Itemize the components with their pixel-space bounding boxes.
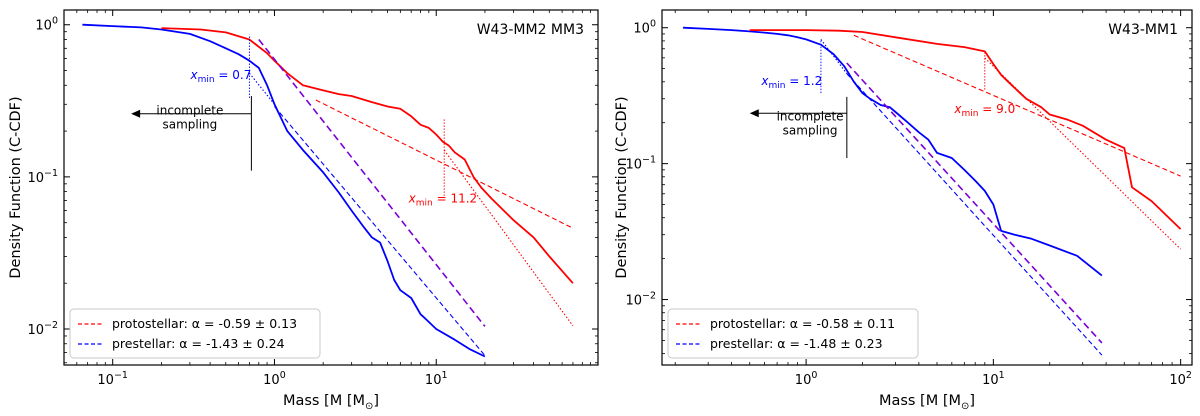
y-tick-base: 10 [27,171,44,186]
series-protostellar [749,29,1182,230]
series-protostellar-power-law-fit [853,34,1181,177]
x-tick-label: 102 [1169,370,1192,388]
annotation-incomplete-line1: incomplete [156,103,223,117]
y-tick-exponent: 0 [52,16,58,27]
y-tick-base: 10 [625,158,642,173]
series-protostellar-fit-extension [984,57,1181,250]
y-tick-base: 10 [35,19,52,34]
annotation-xmin: xmin = 1.2 [760,74,822,91]
panel-title: W43-MM1 [1108,22,1178,38]
legend-box [667,308,919,359]
y-axis-label: Density Function (C-CDF) [8,96,24,278]
legend-label: protostellar: α = -0.58 ± 0.11 [710,316,895,331]
annotation-incomplete-line1: incomplete [777,110,844,124]
series-group [682,26,1182,356]
x-tick-exponent: 1 [999,370,1005,381]
y-tick-label: 10−2 [625,291,656,309]
x-tick-base: 10 [97,373,114,388]
annotation-incomplete-line2: sampling [783,124,838,138]
series-prestellar [82,23,486,358]
series-prestellar-power-law-fit [274,106,486,356]
x-tick-base: 10 [263,373,280,388]
y-tick-base: 10 [27,323,44,338]
series-group [82,23,574,358]
x-tick-exponent: −1 [114,370,128,381]
x-tick-base: 10 [425,373,442,388]
legend: protostellar: α = -0.59 ± 0.13 prestellar… [69,308,321,359]
series-prestellar-power-law-fit [846,73,1103,356]
incomplete-arrow-head [131,109,141,118]
legend: protostellar: α = -0.58 ± 0.11 prestellar… [667,308,919,359]
x-tick-label: 10−1 [97,370,128,388]
series-protostellar-power-law-fit [315,99,574,229]
legend-label: prestellar: α = -1.43 ± 0.24 [112,336,285,351]
series-combined-fit [258,39,486,327]
y-tick-label: 10−1 [27,168,58,186]
y-axis-label: Density Function (C-CDF) [614,96,630,278]
legend-box [69,308,321,359]
y-tick-exponent: −1 [44,168,58,179]
y-tick-label: 10−1 [625,155,656,173]
y-tick-exponent: −2 [44,320,58,331]
x-axis-label: Mass [M [M⊙] [283,393,379,412]
legend-label: protostellar: α = -0.59 ± 0.13 [112,316,297,331]
y-tick-exponent: 0 [650,19,656,30]
series-protostellar-fit-extension [443,149,574,327]
y-tick-base: 10 [633,22,650,37]
x-tick-label: 100 [795,370,818,388]
y-tick-label: 10−2 [27,320,58,338]
series-protostellar [161,27,574,284]
x-tick-label: 100 [263,370,286,388]
x-tick-base: 10 [1169,373,1186,388]
annotation-xmin: xmin = 9.0 [953,102,1015,119]
series-combined-fit [846,62,1103,344]
x-tick-exponent: 0 [280,370,286,381]
x-tick-label: 101 [982,370,1005,388]
x-tick-label: 101 [425,370,448,388]
axes-frame [661,9,1193,366]
incomplete-arrow-head [749,109,759,118]
series-prestellar-fit-extension [248,72,275,105]
panel-title: W43-MM2 MM3 [477,22,584,38]
annotation-xmin: xmin = 11.2 [408,191,478,208]
series-prestellar-fit-extension [820,39,848,74]
y-tick-label: 100 [35,16,58,34]
annotation-incomplete-line2: sampling [162,117,217,131]
y-tick-base: 10 [625,294,642,309]
x-tick-base: 10 [982,373,999,388]
y-tick-exponent: −2 [642,291,656,302]
x-tick-exponent: 2 [1186,370,1192,381]
legend-label: prestellar: α = -1.48 ± 0.23 [710,336,883,351]
x-tick-exponent: 0 [811,370,817,381]
y-tick-exponent: −1 [642,155,656,166]
x-tick-exponent: 1 [441,370,447,381]
y-tick-label: 100 [633,19,656,37]
x-axis-label: Mass [M [M⊙] [879,393,975,412]
x-tick-base: 10 [795,373,812,388]
series-prestellar [682,26,1103,277]
axes-frame [63,9,599,366]
annotation-xmin: xmin = 0.7 [190,68,252,85]
